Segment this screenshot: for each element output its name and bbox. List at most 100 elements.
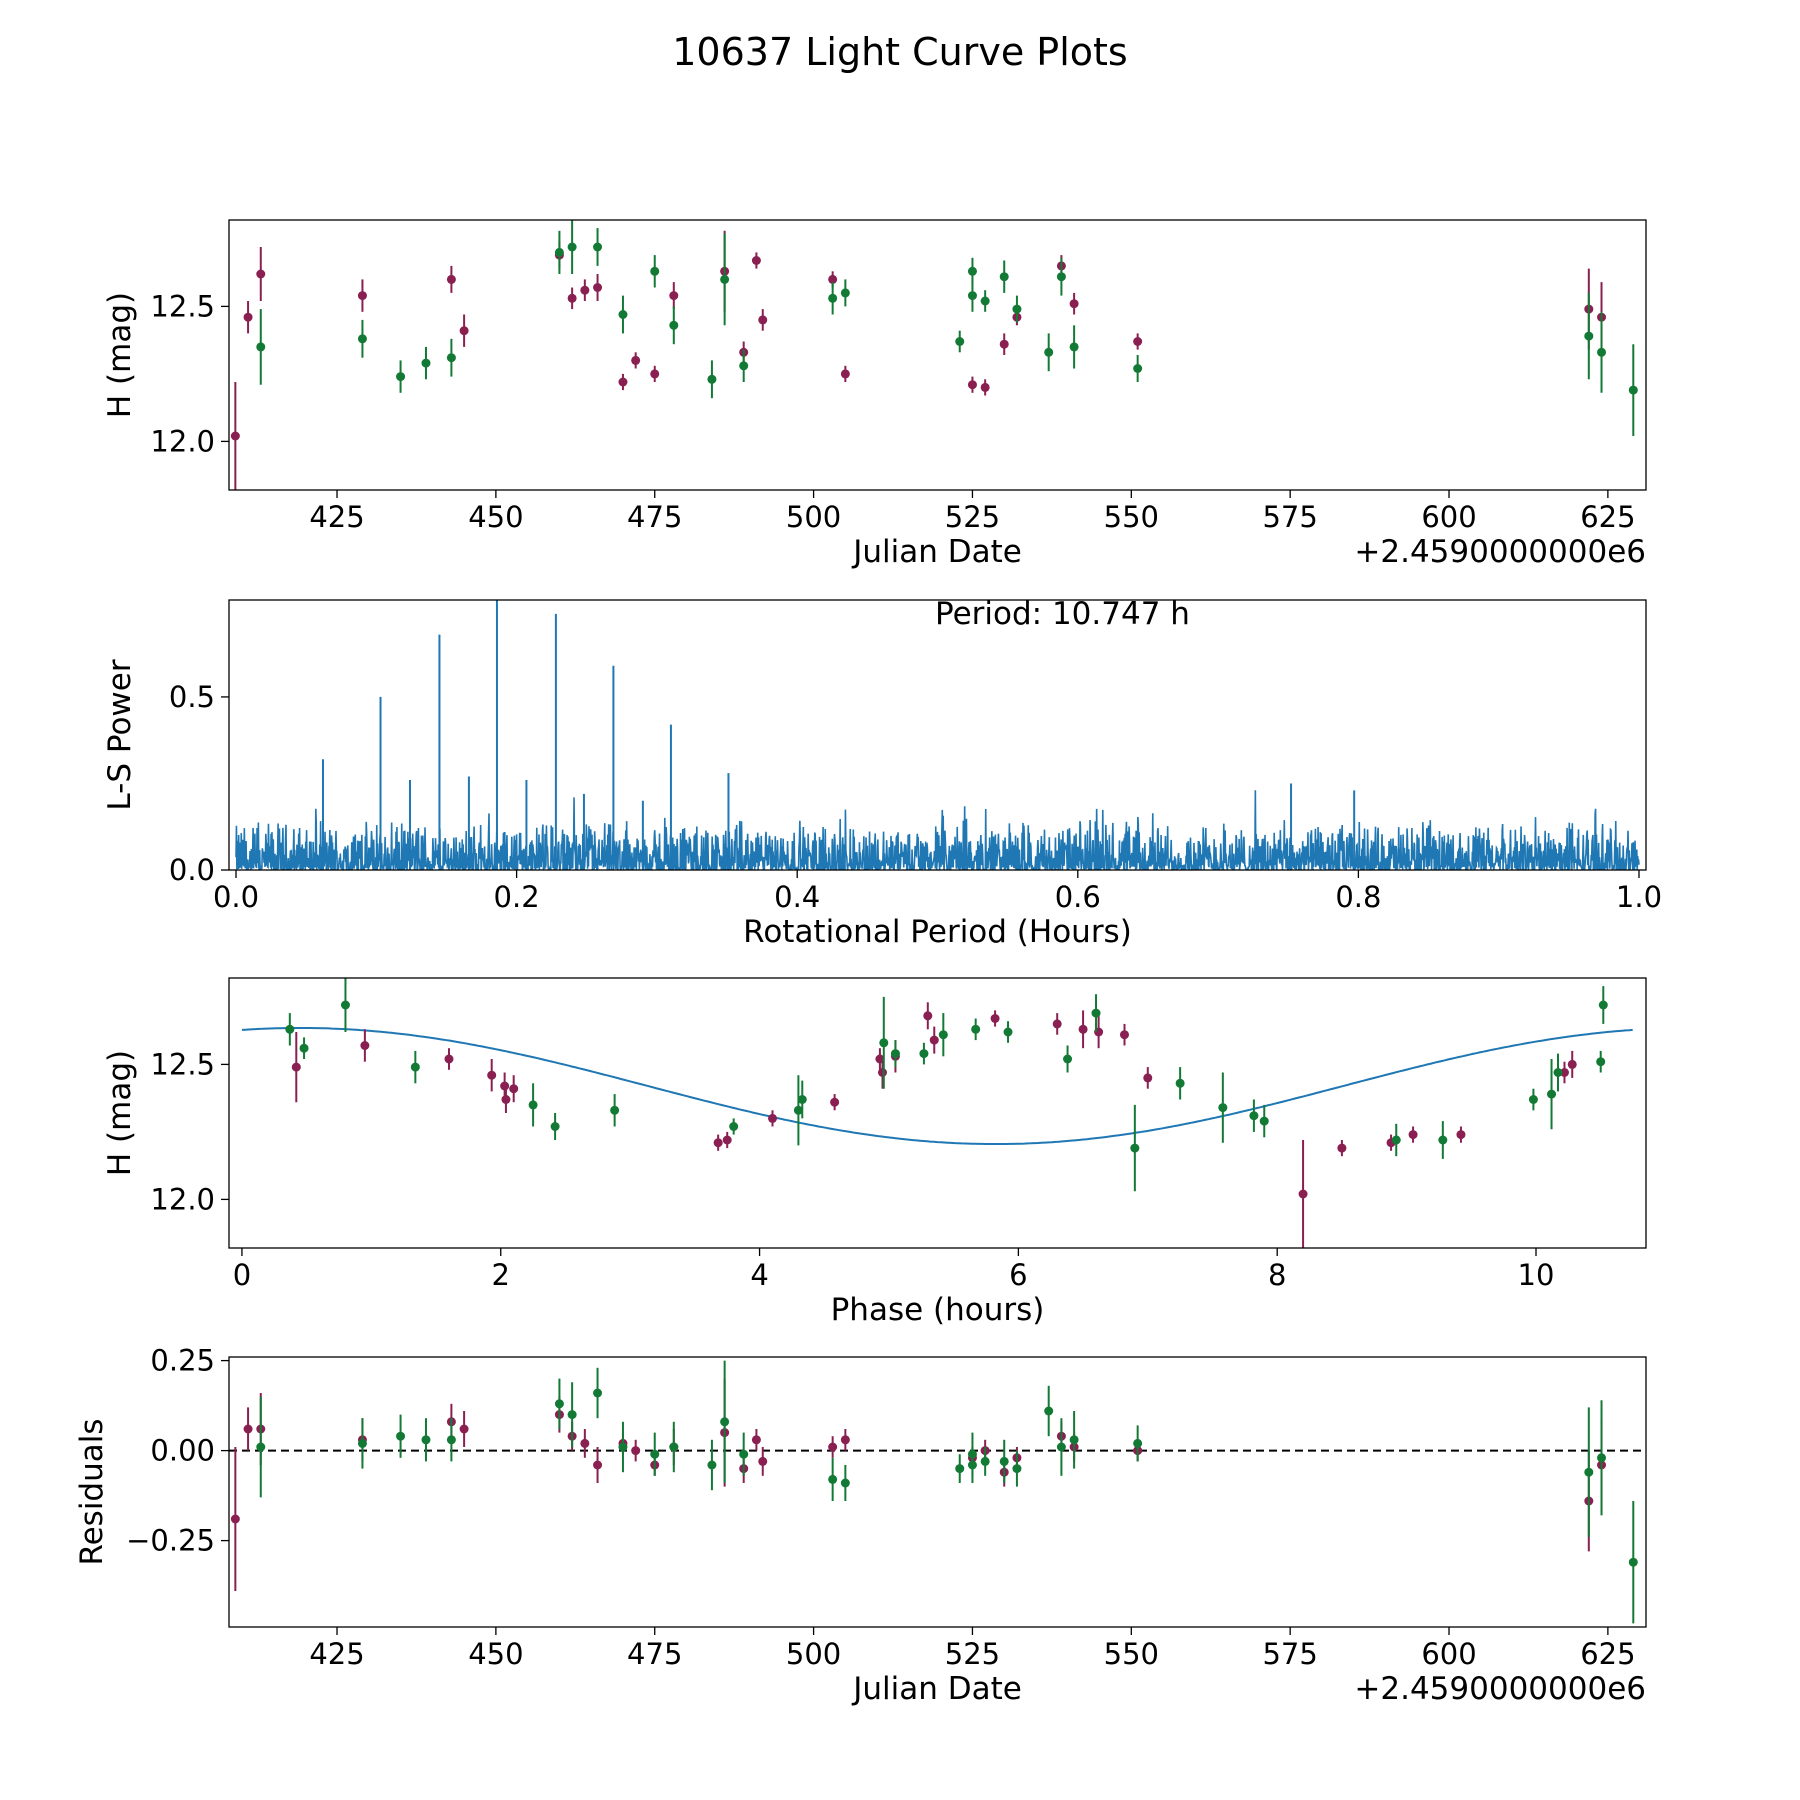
y-tick-label: −0.25: [126, 1524, 215, 1558]
model-fit-curve: [241, 1027, 1633, 1145]
data-point: [919, 1049, 929, 1059]
data-point: [1249, 1111, 1259, 1121]
data-point: [1133, 337, 1143, 346]
data-point: [593, 283, 603, 292]
y-tick-label: 0.5: [169, 680, 215, 714]
data-point: [729, 1122, 739, 1131]
data-point: [1044, 1406, 1054, 1416]
y-axis-label: H (mag): [102, 292, 138, 418]
data-point: [980, 1456, 990, 1466]
x-tick-label: 425: [309, 500, 364, 534]
data-point: [1547, 1089, 1557, 1099]
x-tick-label: 1.0: [1616, 880, 1662, 914]
data-point: [828, 293, 838, 303]
data-point: [739, 361, 749, 371]
data-point: [713, 1138, 723, 1148]
data-point: [967, 380, 977, 390]
data-point: [878, 1068, 888, 1077]
data-point: [567, 242, 577, 252]
x-tick-label: 0.6: [1055, 880, 1101, 914]
data-point: [840, 288, 850, 298]
data-point: [1078, 1024, 1088, 1034]
data-point: [722, 1135, 732, 1145]
data-point: [256, 269, 266, 279]
data-point: [999, 339, 1009, 349]
y-tick-label: 0.0: [169, 853, 215, 887]
y-tick-label: 0.25: [150, 1344, 215, 1378]
x-tick-label: 10: [1518, 1258, 1555, 1292]
data-point: [990, 1014, 1000, 1023]
x-tick-label: 475: [627, 500, 682, 534]
data-point: [1598, 1000, 1608, 1010]
data-point: [980, 382, 990, 392]
data-point: [879, 1038, 889, 1048]
x-tick-label: 550: [1104, 500, 1159, 534]
x-tick-label: 525: [945, 1637, 1000, 1671]
data-point: [1553, 1068, 1563, 1077]
data-point: [487, 1070, 497, 1080]
data-point: [1133, 364, 1143, 373]
data-point: [1597, 347, 1607, 357]
data-point: [828, 274, 838, 284]
panel-periodogram: 0.0 0.2 0.4 0.6 0.8 1.0 0.0 0.5 Rotational Perio…: [102, 596, 1662, 950]
data-point: [1438, 1135, 1448, 1145]
data-point: [1063, 1054, 1073, 1064]
data-point: [1069, 342, 1079, 352]
data-point: [828, 1442, 838, 1452]
data-point: [444, 1054, 454, 1064]
data-point: [528, 1100, 538, 1110]
data-point: [707, 374, 717, 384]
data-point: [299, 1043, 309, 1053]
data-point: [1012, 304, 1022, 314]
plot-area-periodogram: [235, 600, 1640, 870]
data-point: [291, 1062, 301, 1072]
data-point: [580, 1438, 590, 1448]
series-magenta: [291, 1002, 1577, 1248]
figure-title: 10637 Light Curve Plots: [672, 30, 1127, 74]
data-point: [650, 266, 660, 276]
data-point: [999, 1456, 1009, 1466]
x-tick-label: 625: [1580, 500, 1635, 534]
data-point: [1259, 1116, 1269, 1126]
y-axis-label: Residuals: [74, 1418, 110, 1565]
y-tick-label: 12.5: [150, 1047, 215, 1081]
series-green: [256, 1360, 1638, 1624]
data-point: [421, 1435, 431, 1445]
data-point: [840, 1435, 850, 1445]
data-point: [593, 1460, 603, 1470]
plot-area-residuals: [229, 1360, 1646, 1624]
period-annotation: Period: 10.747 h: [935, 596, 1190, 632]
x-tick-label: 0.0: [213, 880, 259, 914]
data-point: [1596, 1057, 1606, 1067]
y-axis-label: H (mag): [102, 1050, 138, 1176]
data-point: [1567, 1059, 1577, 1069]
x-tick-label: 425: [309, 1637, 364, 1671]
data-point: [459, 1424, 469, 1434]
data-point: [1003, 1027, 1013, 1037]
data-point: [446, 353, 456, 363]
data-point: [396, 372, 406, 382]
x-tick-label: 0.4: [774, 880, 820, 914]
data-point: [567, 293, 577, 303]
data-point: [1559, 1068, 1569, 1077]
data-point: [459, 326, 469, 336]
series-magenta: [230, 230, 1607, 490]
data-point: [243, 312, 253, 322]
axes-frame: [228, 219, 1647, 491]
data-point: [360, 1041, 370, 1050]
data-point: [955, 337, 965, 346]
data-point: [938, 1030, 948, 1040]
data-point: [567, 1410, 577, 1420]
axes-frame: [228, 977, 1647, 1249]
data-point: [1584, 331, 1594, 341]
data-point: [1069, 299, 1079, 309]
series-green: [285, 978, 1608, 1192]
data-point: [1456, 1130, 1466, 1140]
x-axis-label: Rotational Period (Hours): [743, 914, 1132, 950]
data-point: [1052, 1019, 1062, 1029]
data-point: [967, 1449, 977, 1459]
data-point: [1056, 1442, 1066, 1452]
x-tick-label: 0.2: [494, 880, 540, 914]
data-point: [285, 1024, 295, 1034]
y-tick-label: 12.5: [150, 289, 215, 323]
